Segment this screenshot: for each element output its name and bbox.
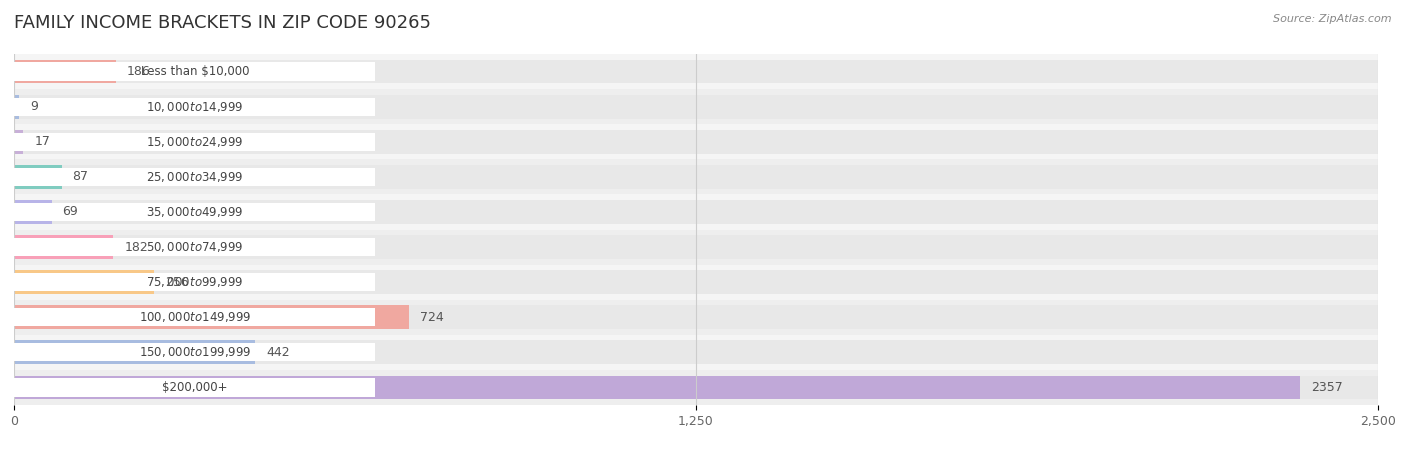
Text: 87: 87 (73, 171, 89, 183)
Bar (14, 165, 62, 189)
Bar (14, 273, 375, 291)
Bar (14, 94, 1378, 119)
Bar (14, 59, 1378, 84)
Bar (14, 63, 375, 81)
Text: 724: 724 (420, 311, 444, 324)
Bar (14, 165, 1378, 189)
Bar (14, 203, 375, 221)
Bar (14, 59, 115, 84)
Bar (14, 94, 18, 119)
Bar (14, 370, 1378, 405)
Bar (14, 230, 1378, 265)
Bar (14, 375, 1301, 400)
Bar (14, 133, 375, 151)
Text: 442: 442 (266, 346, 290, 359)
Bar (14, 89, 1378, 124)
Text: $10,000 to $14,999: $10,000 to $14,999 (146, 99, 243, 114)
Bar (14, 340, 1378, 364)
Bar (14, 265, 1378, 300)
Bar (14, 235, 114, 259)
Bar (14, 300, 1378, 335)
Text: Less than $10,000: Less than $10,000 (141, 65, 249, 78)
Text: 186: 186 (127, 65, 150, 78)
Text: $25,000 to $34,999: $25,000 to $34,999 (146, 170, 243, 184)
Bar (14, 54, 1378, 89)
Bar (14, 270, 1378, 294)
Text: 256: 256 (165, 276, 188, 288)
Bar (14, 375, 1378, 400)
Bar (14, 238, 375, 256)
Text: $35,000 to $49,999: $35,000 to $49,999 (146, 205, 243, 219)
Text: $200,000+: $200,000+ (162, 381, 228, 394)
Bar (14, 98, 375, 116)
Text: 69: 69 (63, 206, 79, 218)
Bar (14, 130, 1378, 154)
Bar (14, 308, 375, 326)
Text: 17: 17 (34, 135, 51, 148)
Text: $15,000 to $24,999: $15,000 to $24,999 (146, 135, 243, 149)
Bar (14, 340, 254, 364)
Text: FAMILY INCOME BRACKETS IN ZIP CODE 90265: FAMILY INCOME BRACKETS IN ZIP CODE 90265 (14, 14, 432, 32)
Text: 182: 182 (124, 241, 148, 253)
Bar (14, 200, 1378, 224)
Bar (14, 378, 375, 396)
Bar (14, 159, 1378, 194)
Bar (14, 305, 409, 329)
Text: $75,000 to $99,999: $75,000 to $99,999 (146, 275, 243, 289)
Text: 9: 9 (30, 100, 38, 113)
Bar (14, 130, 24, 154)
Bar (14, 270, 153, 294)
Text: $150,000 to $199,999: $150,000 to $199,999 (139, 345, 252, 360)
Bar (14, 235, 1378, 259)
Text: 2357: 2357 (1310, 381, 1343, 394)
Bar (14, 168, 375, 186)
Text: $50,000 to $74,999: $50,000 to $74,999 (146, 240, 243, 254)
Bar (14, 305, 1378, 329)
Bar (14, 194, 1378, 230)
Bar (14, 343, 375, 361)
Text: $100,000 to $149,999: $100,000 to $149,999 (139, 310, 252, 324)
Bar (14, 200, 52, 224)
Bar (14, 124, 1378, 159)
Bar (14, 335, 1378, 370)
Text: Source: ZipAtlas.com: Source: ZipAtlas.com (1274, 14, 1392, 23)
